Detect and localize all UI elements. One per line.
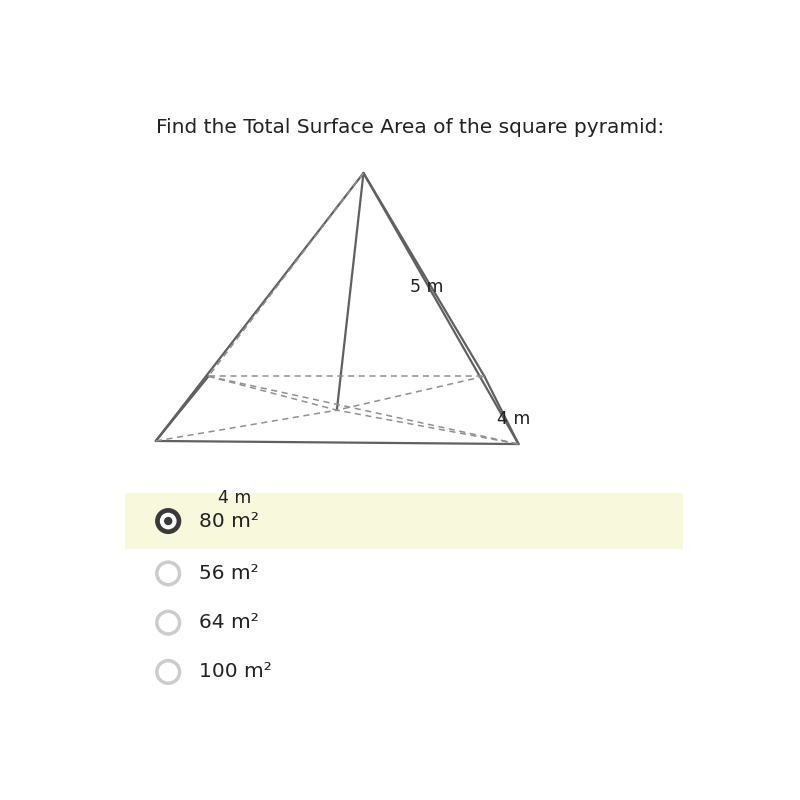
Circle shape — [156, 509, 181, 534]
Text: 80 m²: 80 m² — [199, 511, 259, 530]
Circle shape — [159, 614, 177, 631]
Circle shape — [156, 561, 181, 586]
Text: 64 m²: 64 m² — [199, 613, 259, 632]
Text: 100 m²: 100 m² — [199, 662, 272, 682]
FancyBboxPatch shape — [125, 494, 682, 549]
Circle shape — [159, 663, 177, 681]
Text: 56 m²: 56 m² — [199, 564, 259, 583]
Text: 5 m: 5 m — [410, 278, 443, 296]
Circle shape — [159, 565, 177, 582]
Text: 4 m: 4 m — [497, 410, 530, 428]
Text: 4 m: 4 m — [218, 489, 251, 506]
Circle shape — [156, 610, 181, 635]
Text: Find the Total Surface Area of the square pyramid:: Find the Total Surface Area of the squar… — [156, 118, 664, 137]
Circle shape — [161, 514, 176, 529]
Circle shape — [156, 660, 181, 684]
Circle shape — [165, 518, 172, 525]
